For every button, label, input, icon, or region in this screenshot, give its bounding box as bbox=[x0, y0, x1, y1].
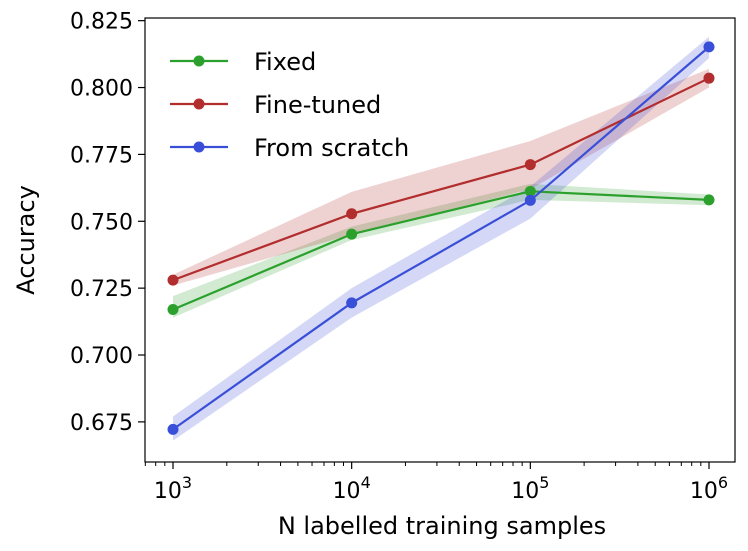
legend-marker-fixed bbox=[193, 55, 205, 67]
legend-label-from-scratch: From scratch bbox=[254, 134, 409, 162]
from-scratch-point bbox=[524, 194, 536, 206]
from-scratch-point bbox=[346, 297, 358, 309]
fine-tuned-line bbox=[172, 77, 710, 282]
legend-item-fixed: Fixed bbox=[170, 48, 316, 76]
x-tick-label: 103 bbox=[154, 473, 192, 504]
fixed-point bbox=[524, 185, 536, 197]
x-tick-label: 105 bbox=[511, 473, 549, 504]
legend-marker-from-scratch bbox=[193, 141, 205, 153]
legend-marker-fine-tuned bbox=[193, 98, 205, 110]
fixed-point bbox=[346, 228, 358, 240]
y-tick-label: 0.825 bbox=[70, 10, 133, 35]
from-scratch-confidence-band bbox=[173, 36, 709, 441]
x-axis: 103 104 105 106 bbox=[144, 462, 728, 504]
series-lines bbox=[172, 46, 710, 431]
fine-tuned-point bbox=[167, 274, 179, 286]
fixed-line bbox=[172, 190, 710, 311]
x-axis-label: N labelled training samples bbox=[278, 512, 606, 540]
fine-tuned-point bbox=[524, 159, 536, 171]
x-tick-label: 106 bbox=[690, 473, 728, 504]
fine-tuned-point bbox=[703, 72, 715, 84]
legend-label-fixed: Fixed bbox=[254, 48, 316, 76]
y-axis: 0.675 0.700 0.725 0.750 0.775 0.800 0.825 bbox=[70, 10, 145, 436]
series-points bbox=[167, 41, 715, 435]
y-tick-label: 0.725 bbox=[70, 277, 133, 302]
y-tick-label: 0.750 bbox=[70, 210, 133, 235]
fine-tuned-point bbox=[346, 208, 358, 220]
y-axis-label: Accuracy bbox=[12, 185, 40, 295]
legend: Fixed Fine-tuned From scratch bbox=[170, 48, 409, 162]
y-tick-label: 0.675 bbox=[70, 411, 133, 436]
from-scratch-line bbox=[172, 46, 710, 431]
legend-item-fine-tuned: Fine-tuned bbox=[170, 91, 381, 119]
y-tick-label: 0.800 bbox=[70, 77, 133, 102]
fixed-point bbox=[167, 304, 179, 316]
fixed-point bbox=[703, 194, 715, 206]
from-scratch-point bbox=[167, 423, 179, 435]
plot-frame bbox=[144, 17, 736, 463]
x-tick-label: 104 bbox=[333, 473, 371, 504]
from-scratch-point bbox=[703, 41, 715, 53]
y-tick-label: 0.700 bbox=[70, 344, 133, 369]
y-tick-label: 0.775 bbox=[70, 143, 133, 168]
legend-label-fine-tuned: Fine-tuned bbox=[254, 91, 381, 119]
legend-item-from-scratch: From scratch bbox=[170, 134, 409, 162]
